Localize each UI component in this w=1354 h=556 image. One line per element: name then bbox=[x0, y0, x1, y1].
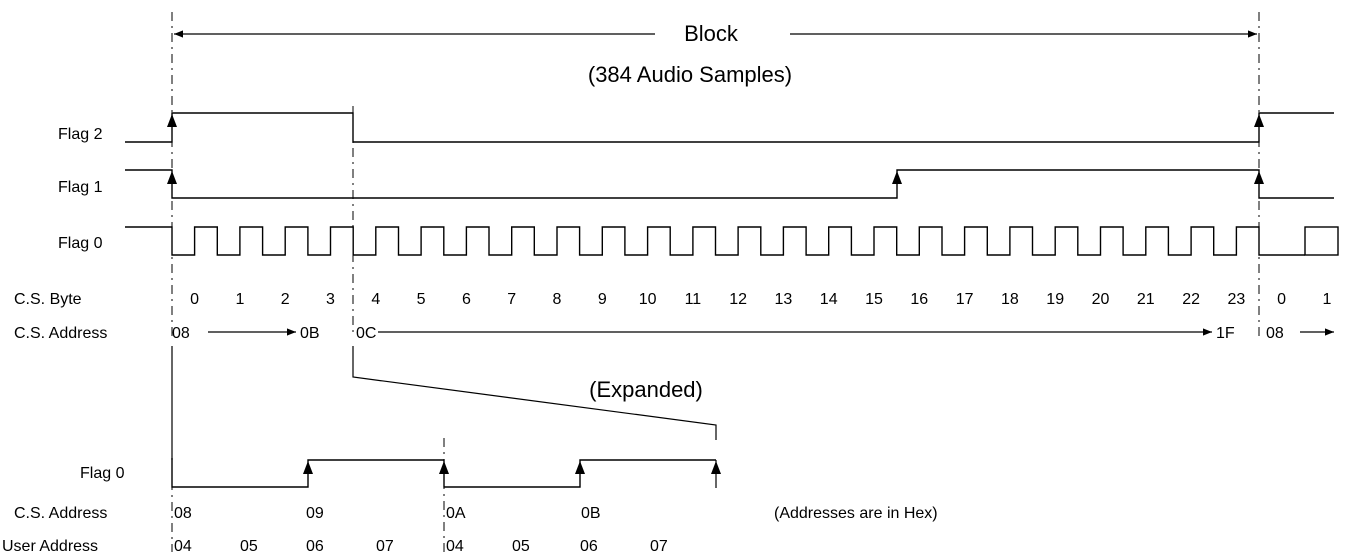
block-title: Block bbox=[684, 21, 739, 46]
cs-byte-number: 16 bbox=[910, 291, 928, 308]
cs-byte-number: 13 bbox=[775, 291, 793, 308]
cs-byte-number: 4 bbox=[371, 291, 380, 308]
flag1-edge-arrow-mid bbox=[892, 171, 902, 184]
cs-byte-numbers: 0 1 2 3 4 5 6 7 8 9 10 11 12 13 14 15 16 17 18 19 20 21 22 23 0 1 bbox=[190, 291, 1331, 308]
cs-byte-number: 10 bbox=[639, 291, 657, 308]
cs-address-next: 08 bbox=[1266, 325, 1284, 342]
user-address-number: 06 bbox=[580, 538, 598, 555]
flag0-waveform bbox=[125, 226, 1305, 256]
cs-address-group2-start: 0C bbox=[356, 325, 376, 342]
expanded-cs-address-09: 09 bbox=[306, 505, 324, 522]
cs-byte-number: 5 bbox=[417, 291, 426, 308]
cs-byte-number: 8 bbox=[553, 291, 562, 308]
flag1-edge-arrow-end bbox=[1254, 171, 1264, 184]
flag0-final-box bbox=[1304, 226, 1339, 256]
expand-right-connector bbox=[352, 346, 717, 440]
cs-byte-number: 14 bbox=[820, 291, 838, 308]
user-address-number: 06 bbox=[306, 538, 324, 555]
user-address-number: 07 bbox=[650, 538, 668, 555]
expanded-edge-arrow-3 bbox=[575, 461, 585, 474]
user-address-number: 05 bbox=[240, 538, 258, 555]
cs-byte-number: 15 bbox=[865, 291, 883, 308]
flag1-label: Flag 1 bbox=[58, 179, 103, 196]
expanded-cs-address-0a: 0A bbox=[446, 505, 466, 522]
cs-byte-number: 0 bbox=[190, 291, 199, 308]
flag2-edge-arrow-end bbox=[1254, 114, 1264, 127]
expanded-edge-arrow-4 bbox=[711, 461, 721, 474]
cs-address-label: C.S. Address bbox=[14, 325, 107, 342]
cs-byte-number: 7 bbox=[507, 291, 516, 308]
user-address-number: 05 bbox=[512, 538, 530, 555]
flag0-label: Flag 0 bbox=[58, 235, 103, 252]
cs-byte-number: 22 bbox=[1182, 291, 1200, 308]
expanded-cs-address-0b: 0B bbox=[581, 505, 601, 522]
expanded-user-address-label: User Address bbox=[2, 538, 98, 555]
expanded-edge-arrow-1 bbox=[303, 461, 313, 474]
cs-byte-number: 12 bbox=[729, 291, 747, 308]
hex-note: (Addresses are in Hex) bbox=[774, 505, 938, 522]
flag2-label: Flag 2 bbox=[58, 126, 103, 143]
cs-byte-number: 20 bbox=[1092, 291, 1110, 308]
cs-byte-number: 21 bbox=[1137, 291, 1155, 308]
cs-byte-number: 19 bbox=[1046, 291, 1064, 308]
cs-byte-label: C.S. Byte bbox=[14, 291, 82, 308]
cs-byte-number: 6 bbox=[462, 291, 471, 308]
user-address-number: 07 bbox=[376, 538, 394, 555]
flag1-edge-arrow-start bbox=[167, 171, 177, 184]
flag2-waveform bbox=[125, 112, 1334, 143]
cs-byte-number: 11 bbox=[685, 291, 702, 308]
expanded-cs-address-label: C.S. Address bbox=[14, 505, 107, 522]
cs-byte-number: 2 bbox=[281, 291, 290, 308]
block-subtitle: (384 Audio Samples) bbox=[588, 62, 792, 87]
flag1-waveform bbox=[125, 169, 1334, 199]
expanded-title: (Expanded) bbox=[589, 377, 703, 402]
cs-address-group2-end: 1F bbox=[1216, 325, 1235, 342]
cs-byte-number: 1 bbox=[1322, 291, 1331, 308]
flag2-edge-arrow-start bbox=[167, 114, 177, 127]
cs-byte-number: 1 bbox=[235, 291, 244, 308]
user-address-number: 04 bbox=[174, 538, 192, 555]
user-address-numbers: 04 05 06 07 04 05 06 07 bbox=[174, 538, 668, 555]
user-address-number: 04 bbox=[446, 538, 464, 555]
cs-byte-number: 3 bbox=[326, 291, 335, 308]
expanded-edge-arrow-2 bbox=[439, 461, 449, 474]
cs-address-group1-end: 0B bbox=[300, 325, 320, 342]
expanded-cs-address-08: 08 bbox=[174, 505, 192, 522]
expanded-flag0-label: Flag 0 bbox=[80, 465, 125, 482]
cs-byte-number: 18 bbox=[1001, 291, 1019, 308]
cs-address-start: 08 bbox=[172, 325, 190, 342]
cs-byte-number: 9 bbox=[598, 291, 607, 308]
cs-byte-number: 17 bbox=[956, 291, 974, 308]
cs-byte-number: 23 bbox=[1228, 291, 1246, 308]
cs-byte-number: 0 bbox=[1277, 291, 1286, 308]
flag0-waveform-path bbox=[125, 226, 1305, 256]
